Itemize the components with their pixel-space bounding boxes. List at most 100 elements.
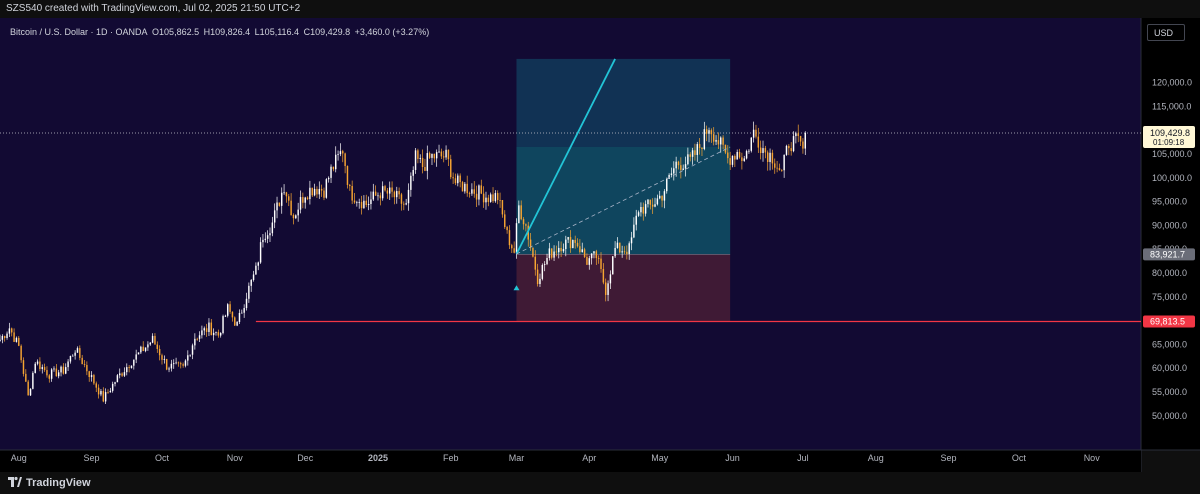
candle-body (1, 335, 4, 340)
candle-body (102, 390, 105, 402)
header-bar: SZS540 created with TradingView.com, Jul… (0, 0, 1200, 18)
candle-body (799, 135, 802, 142)
candle-body (581, 249, 583, 253)
x-tick-label: Feb (443, 453, 459, 463)
candle-body (600, 258, 602, 269)
candle-body (572, 239, 574, 249)
candle-body (696, 144, 699, 155)
price-scale[interactable] (1141, 18, 1200, 450)
candle-body (22, 360, 25, 374)
candle-body (511, 245, 513, 249)
candle-body (170, 363, 173, 369)
tradingview-logo-icon (8, 476, 22, 487)
candle-body (191, 345, 194, 355)
ohlc-high: H109,826.4 (203, 27, 251, 37)
x-tick-label: Jul (797, 453, 809, 463)
candle-body (257, 262, 259, 266)
candle-body (309, 187, 311, 200)
candle-body (27, 381, 29, 396)
overlay-drawings[interactable] (513, 58, 731, 291)
candle-body (405, 203, 407, 205)
candle-body (6, 333, 8, 339)
candle-body (20, 345, 22, 361)
price-labels: 109,429.801:09:18 83,921.7 69,813.5 (1143, 126, 1195, 328)
candle-body (717, 140, 720, 145)
candle-body (133, 359, 135, 366)
candle-body (236, 322, 238, 326)
candle-body (374, 191, 377, 196)
candle-body (384, 186, 386, 191)
candle-body (43, 367, 46, 371)
candle-body (65, 367, 67, 374)
candle-body (154, 335, 156, 345)
candle-body (379, 195, 382, 199)
candle-body (388, 187, 391, 194)
candle-body (417, 150, 419, 159)
candle-body (377, 195, 379, 197)
candle-body (710, 130, 713, 135)
candle-body (72, 355, 74, 357)
currency-button[interactable]: USD (1147, 24, 1185, 41)
candle-body (29, 388, 32, 396)
candle-body (459, 175, 461, 183)
candle-body (241, 312, 243, 314)
candle-body (640, 206, 642, 213)
stop-zone[interactable] (516, 254, 731, 322)
candle-body (126, 367, 128, 373)
x-tick-label: Mar (509, 453, 525, 463)
candle-body (513, 248, 515, 253)
candle-body (464, 183, 466, 192)
candle-body (729, 158, 731, 165)
last-price-label: 109,429.8 (1150, 128, 1190, 138)
candle-body (107, 392, 109, 393)
candle-body (727, 152, 729, 159)
y-tick-label: 60,000.0 (1152, 363, 1187, 373)
candle-body (576, 242, 579, 247)
candle-body (644, 204, 647, 214)
candle-body (262, 239, 264, 243)
candle-body (447, 149, 450, 160)
candle-body (666, 178, 668, 192)
candle-body (734, 155, 736, 160)
candle-body (569, 237, 572, 249)
candle-body (548, 248, 551, 259)
candle-body (83, 364, 86, 366)
candle-body (8, 328, 11, 334)
candle-body (642, 206, 645, 214)
candle-body (473, 189, 475, 194)
candle-body (586, 256, 588, 265)
candle-body (475, 193, 478, 200)
ohlc-change: +3,460.0 (+3.27%) (354, 27, 430, 37)
candle-body (553, 251, 555, 258)
candle-body (18, 337, 20, 346)
candle-body (175, 362, 177, 364)
candle-body (32, 372, 34, 389)
candle-body (722, 137, 724, 145)
candle-body (797, 133, 799, 136)
candle-body (687, 154, 689, 165)
candle-body (457, 175, 459, 184)
candle-body (46, 370, 48, 376)
candle-body (177, 362, 180, 364)
candle-body (630, 237, 633, 244)
candle-body (745, 151, 748, 159)
candle-body (123, 372, 126, 376)
time-scale[interactable] (0, 450, 1141, 472)
candle-body (55, 368, 58, 377)
candle-body (3, 335, 6, 339)
candle-body (116, 375, 119, 383)
candle-body (327, 177, 330, 180)
candle-body (776, 167, 778, 169)
drawing-lines[interactable] (0, 132, 1141, 323)
candle-body (525, 224, 527, 226)
candle-body (323, 190, 325, 198)
candle-body (302, 197, 304, 203)
symbol-name[interactable]: Bitcoin / U.S. Dollar · 1D · OANDA (10, 27, 148, 37)
marker-triangle-icon (513, 285, 520, 291)
candle-body (36, 361, 39, 364)
projection-line[interactable] (515, 58, 616, 255)
trend-line[interactable] (516, 146, 731, 255)
price-chart[interactable]: 50,000.055,000.060,000.065,000.070,000.0… (0, 18, 1200, 472)
y-tick-label: 105,000.0 (1152, 149, 1192, 159)
y-tick-label: 90,000.0 (1152, 220, 1187, 230)
